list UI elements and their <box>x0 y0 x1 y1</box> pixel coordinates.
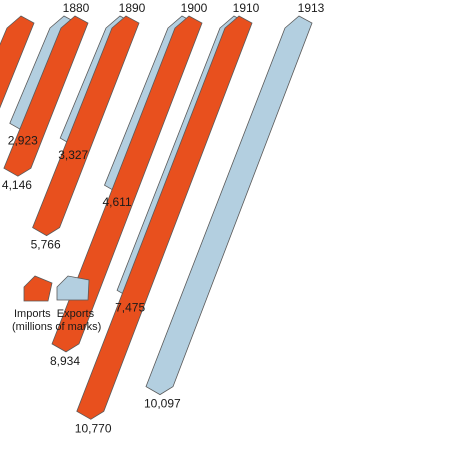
legend-exports-swatch <box>56 275 90 301</box>
exports-value-label-1890: 3,327 <box>58 148 88 162</box>
imports-bar-1913 <box>76 15 253 420</box>
exports-value-label-1900: 4,611 <box>103 195 132 209</box>
year-label-1890: 1890 <box>119 1 146 15</box>
imports-value-label-1910: 8,934 <box>50 354 80 368</box>
imports-bar-1910 <box>51 15 203 353</box>
year-label-1880: 1880 <box>63 1 90 15</box>
year-label-1900: 1900 <box>181 1 208 15</box>
legend-imports-swatch <box>23 275 53 302</box>
imports-bar-1880 <box>0 15 35 109</box>
imports-value-label-1900: 5,766 <box>31 238 61 252</box>
imports-value-label-1890: 4,146 <box>2 178 32 192</box>
exports-bar-1913 <box>145 15 313 396</box>
legend: Imports Exports (millions of marks) <box>12 275 101 333</box>
imports-value-label-1913: 10,770 <box>75 421 112 435</box>
year-labels-group: 1880 1890 1900 1910 1913 <box>63 1 325 15</box>
year-label-1910: 1910 <box>233 1 260 15</box>
year-label-1913: 1913 <box>298 1 325 15</box>
exports-value-label-1913: 10,097 <box>144 397 181 411</box>
legend-units: (millions of marks) <box>12 321 101 333</box>
legend-label: Imports Exports <box>14 308 95 320</box>
exports-value-label-1910: 7,475 <box>115 300 145 314</box>
value-labels-group: 2,8032,9234,1463,3275,7664,6118,9347,475… <box>2 133 181 435</box>
imports-bar-1890 <box>3 15 89 177</box>
exports-value-label-1880: 2,923 <box>8 133 38 147</box>
imports-bar-1900 <box>32 15 140 237</box>
bars-group <box>0 15 313 420</box>
